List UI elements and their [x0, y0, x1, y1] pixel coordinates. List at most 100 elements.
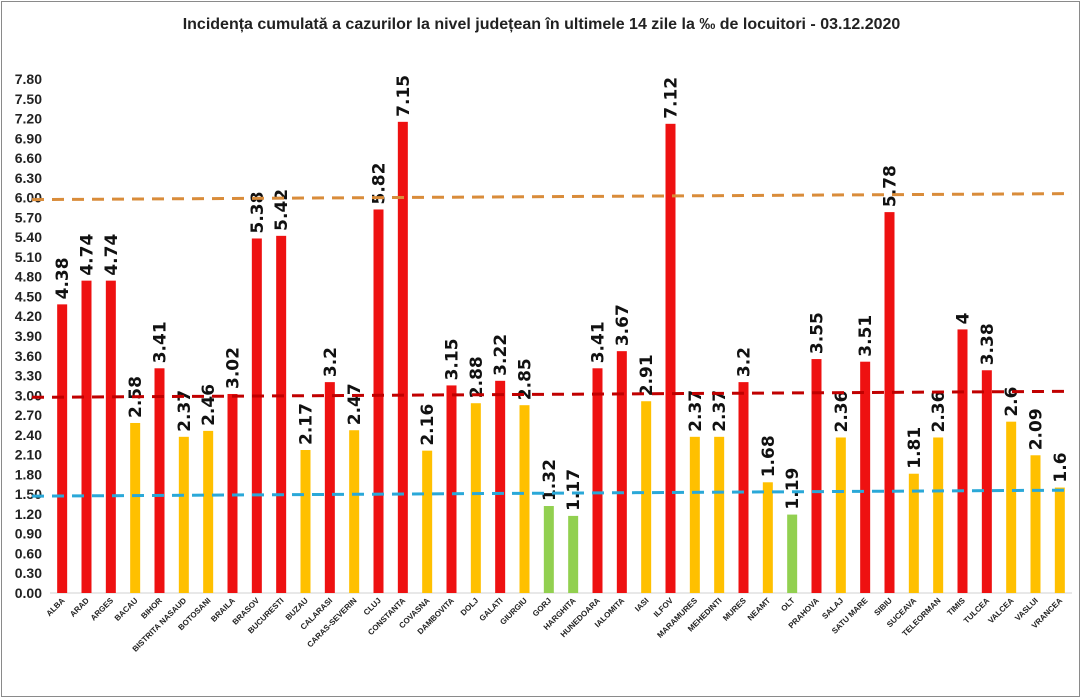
y-tick-label: 1.20 — [15, 506, 42, 522]
y-tick-label: 1.50 — [15, 486, 42, 502]
bar — [178, 436, 189, 593]
x-tick-label: BACAU — [113, 596, 140, 623]
y-tick-label: 2.40 — [15, 427, 42, 443]
x-tick-label: DOLJ — [459, 596, 480, 617]
bar — [470, 403, 481, 593]
bar — [884, 212, 895, 593]
data-label: 2.37 — [175, 390, 195, 432]
x-tick-label: TULCEA — [962, 596, 991, 625]
x-tick-label: GIURGIU — [498, 596, 529, 627]
bar — [81, 280, 92, 593]
bar — [324, 382, 335, 593]
y-tick-label: 5.70 — [15, 209, 42, 225]
bar — [568, 515, 579, 593]
y-tick-label: 2.70 — [15, 407, 42, 423]
data-label: 3.02 — [224, 347, 244, 389]
data-label: 1.32 — [540, 459, 560, 501]
data-label: 5.82 — [370, 163, 390, 205]
y-tick-label: 7.50 — [15, 91, 42, 107]
bar — [860, 361, 871, 593]
bar — [422, 450, 433, 593]
data-label: 2.37 — [710, 390, 730, 432]
x-tick-label: ARGES — [89, 596, 116, 623]
bar — [689, 436, 700, 593]
bar — [154, 368, 165, 593]
data-label: 3.22 — [491, 334, 511, 376]
y-tick-label: 6.00 — [15, 190, 42, 206]
bar — [933, 437, 944, 593]
y-tick-label: 3.00 — [15, 387, 42, 403]
data-label: 4.38 — [53, 257, 73, 299]
y-tick-label: 6.60 — [15, 150, 42, 166]
x-tick-label: ALBA — [45, 596, 67, 618]
data-label: 5.78 — [881, 165, 901, 207]
data-label: 3.67 — [613, 304, 633, 346]
bar — [1006, 421, 1017, 593]
bar — [714, 436, 725, 593]
reference-line — [31, 192, 1073, 202]
data-label: 1.68 — [759, 435, 779, 477]
x-tick-label: OLT — [779, 596, 796, 613]
data-label: 2.36 — [929, 391, 949, 433]
y-tick-label: 7.20 — [15, 111, 42, 127]
data-label: 2.6 — [1002, 387, 1022, 417]
data-label: 4.74 — [102, 234, 122, 276]
data-label: 7.15 — [394, 75, 414, 117]
bar — [373, 209, 384, 593]
bar — [57, 304, 68, 593]
y-tick-label: 0.30 — [15, 565, 42, 581]
data-label: 2.85 — [516, 358, 536, 400]
x-tick-label: SIBIU — [872, 596, 894, 618]
data-label: 5.42 — [272, 189, 292, 231]
data-label: 2.37 — [686, 390, 706, 432]
bar — [227, 393, 238, 593]
data-label: 1.19 — [783, 468, 803, 510]
y-tick-label: 1.80 — [15, 466, 42, 482]
y-tick-label: 7.80 — [15, 71, 42, 87]
data-label: 4.74 — [78, 234, 98, 276]
data-label: 1.81 — [905, 427, 925, 469]
x-tick-label: ARAD — [68, 596, 91, 619]
y-tick-label: 5.10 — [15, 249, 42, 265]
y-tick-label: 5.40 — [15, 229, 42, 245]
bar — [592, 368, 603, 593]
bar — [349, 430, 360, 593]
data-label: 2.09 — [1027, 408, 1047, 450]
data-label: 3.2 — [321, 347, 341, 377]
y-tick-label: 4.80 — [15, 269, 42, 285]
x-tick-label: MURES — [721, 596, 748, 623]
data-label: 2.46 — [199, 384, 219, 426]
data-label: 3.38 — [978, 323, 998, 365]
data-label: 5.38 — [248, 192, 268, 234]
bar — [738, 382, 749, 593]
bar — [203, 430, 214, 593]
y-tick-label: 0.00 — [15, 585, 42, 601]
bar — [665, 123, 676, 594]
bar — [641, 401, 652, 593]
data-label: 2.17 — [297, 403, 317, 445]
reference-line — [31, 488, 1073, 498]
data-label: 3.55 — [808, 312, 828, 354]
y-tick-label: 3.30 — [15, 368, 42, 384]
data-label: 2.91 — [637, 354, 657, 396]
y-tick-label: 0.60 — [15, 545, 42, 561]
bar — [1054, 487, 1065, 593]
data-label: 3.51 — [856, 315, 876, 357]
bar — [908, 473, 919, 593]
bar — [251, 238, 262, 593]
data-label: 7.12 — [662, 77, 682, 119]
data-label: 4 — [954, 312, 974, 324]
data-label: 3.2 — [735, 347, 755, 377]
bar — [495, 380, 506, 593]
bar — [616, 351, 627, 593]
x-tick-label: NEAMT — [746, 596, 773, 623]
data-label: 1.17 — [564, 469, 584, 511]
bar — [762, 482, 773, 593]
x-tick-label: VALCEA — [986, 596, 1015, 625]
y-tick-label: 6.90 — [15, 130, 42, 146]
data-label: 3.41 — [151, 321, 171, 363]
data-label: 2.47 — [345, 383, 365, 425]
x-tick-label: IASI — [633, 596, 650, 613]
bar — [957, 329, 968, 593]
